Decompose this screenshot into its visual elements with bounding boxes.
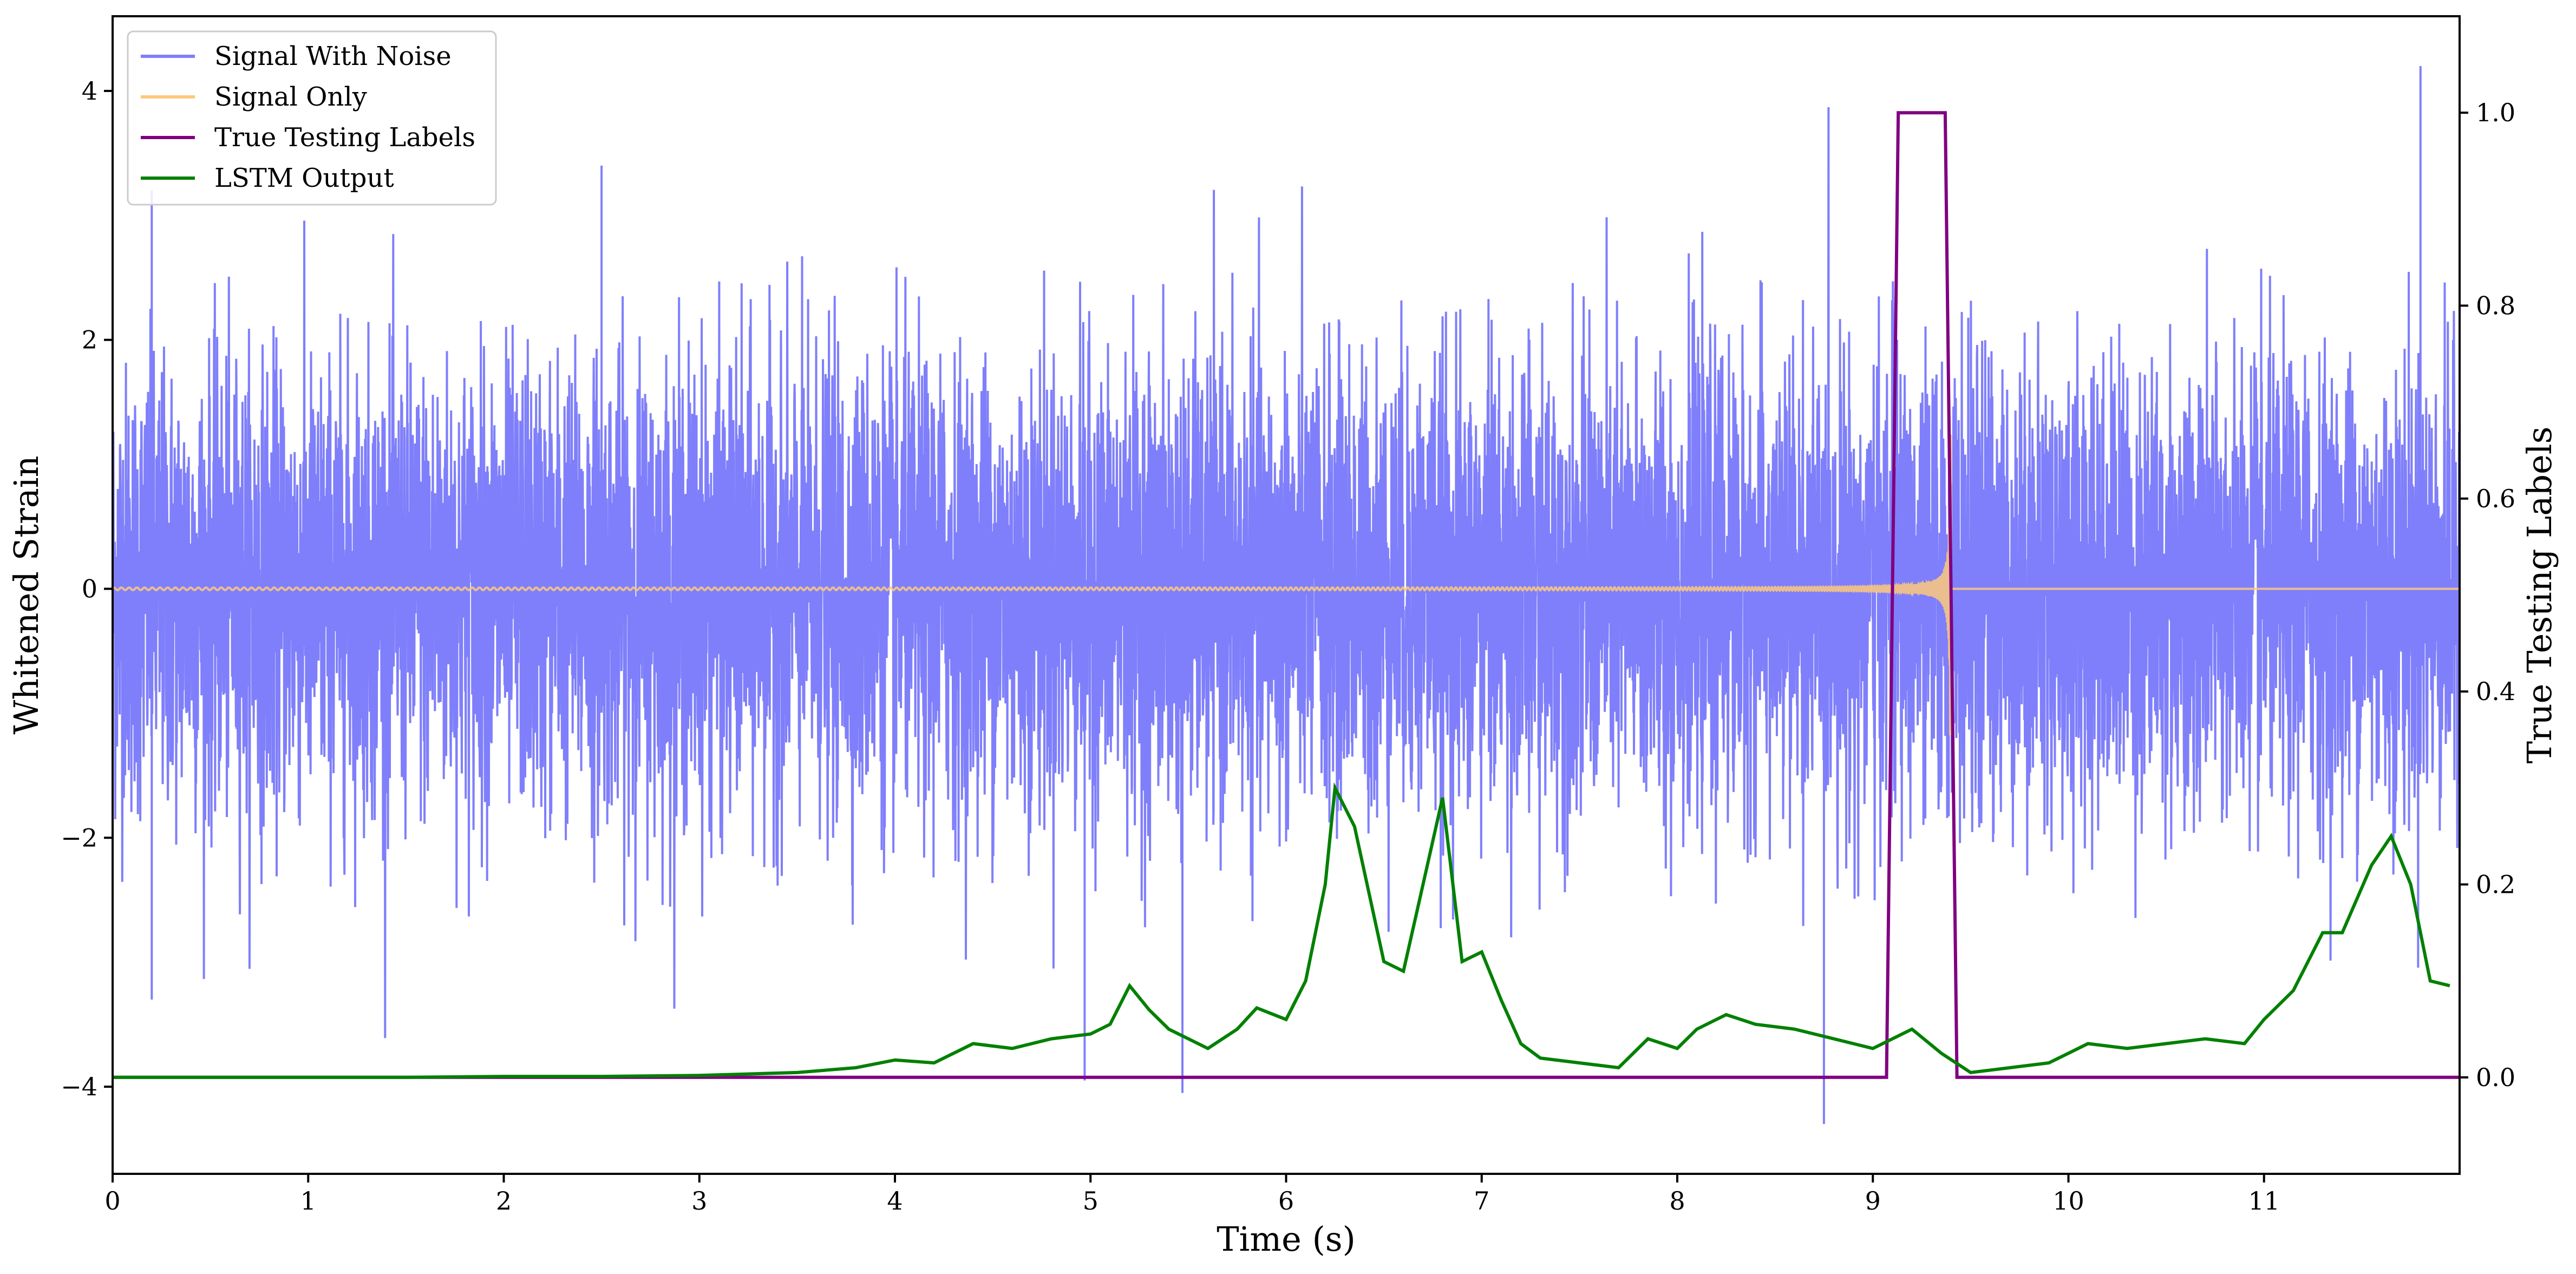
series-signal-with-noise [113, 66, 2460, 1124]
legend-box [127, 30, 497, 206]
legend-label: LSTM Output [214, 163, 394, 193]
x-axis: 0 1 2 3 4 5 6 7 8 9 10 11 [104, 1174, 2280, 1216]
y2-tick-label: 0.6 [2476, 484, 2515, 513]
y2-tick-label: 1.0 [2476, 98, 2515, 127]
x-tick-label: 5 [1083, 1186, 1099, 1216]
y2-tick-label: 0.2 [2476, 870, 2515, 899]
y-tick-label: 2 [82, 325, 97, 355]
x-tick-label: 3 [691, 1186, 707, 1216]
x-tick-label: 10 [2052, 1186, 2084, 1216]
y2-tick-label: 0.8 [2476, 291, 2515, 321]
x-tick-label: 7 [1474, 1186, 1489, 1216]
y2-axis-label: True Testing Labels [2520, 427, 2559, 764]
x-tick-label: 11 [2248, 1186, 2280, 1216]
y-axis-right: 1.0 0.8 0.6 0.4 0.2 0.0 [2460, 98, 2515, 1092]
legend: Signal With Noise Signal Only True Testing… [127, 30, 497, 206]
series-signal-only [113, 435, 2460, 735]
y-tick-label: −2 [61, 823, 97, 852]
y-tick-label: −4 [61, 1072, 97, 1101]
y2-tick-label: 0.0 [2476, 1063, 2515, 1092]
y-axis-left: 4 2 0 −2 −4 [61, 76, 113, 1101]
x-tick-label: 9 [1865, 1186, 1881, 1216]
legend-label: Signal With Noise [214, 41, 452, 71]
x-tick-label: 8 [1669, 1186, 1685, 1216]
x-tick-label: 6 [1278, 1186, 1294, 1216]
legend-label: Signal Only [214, 82, 367, 112]
x-tick-label: 1 [300, 1186, 316, 1216]
x-tick-label: 0 [104, 1186, 120, 1216]
x-tick-label: 2 [496, 1186, 512, 1216]
y-axis-label: Whitened Strain [6, 456, 46, 735]
y-tick-label: 0 [82, 574, 97, 604]
x-axis-label: Time (s) [1217, 1219, 1356, 1259]
series-lstm-output [113, 782, 2450, 1079]
legend-label: True Testing Labels [214, 122, 475, 153]
y2-tick-label: 0.4 [2476, 677, 2515, 706]
y-tick-label: 4 [82, 76, 97, 106]
x-tick-label: 4 [887, 1186, 903, 1216]
series-true-testing-labels [113, 111, 2460, 1079]
plot-area [113, 66, 2460, 1124]
